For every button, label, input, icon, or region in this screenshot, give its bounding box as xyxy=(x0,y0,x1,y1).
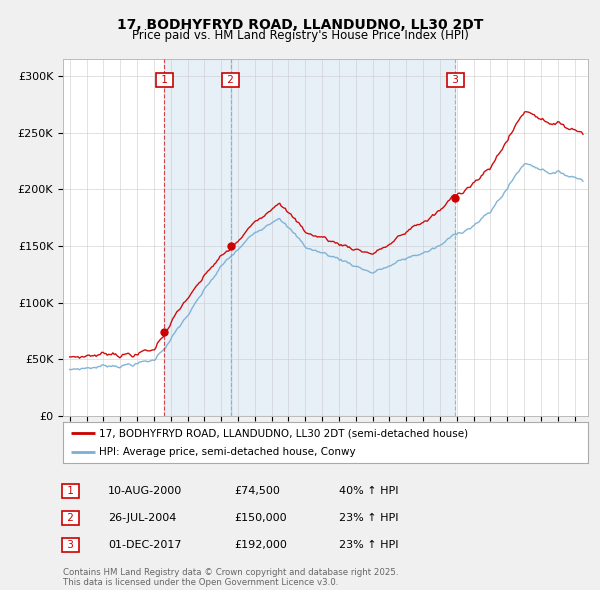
Text: 2: 2 xyxy=(224,75,237,85)
Text: 10-AUG-2000: 10-AUG-2000 xyxy=(108,486,182,496)
Text: 26-JUL-2004: 26-JUL-2004 xyxy=(108,513,176,523)
Text: 40% ↑ HPI: 40% ↑ HPI xyxy=(339,486,398,496)
Text: £74,500: £74,500 xyxy=(234,486,280,496)
Text: 17, BODHYFRYD ROAD, LLANDUDNO, LL30 2DT (semi-detached house): 17, BODHYFRYD ROAD, LLANDUDNO, LL30 2DT … xyxy=(98,428,468,438)
Text: 2: 2 xyxy=(64,513,77,523)
Text: 1: 1 xyxy=(64,486,77,496)
Text: 01-DEC-2017: 01-DEC-2017 xyxy=(108,540,182,550)
Text: HPI: Average price, semi-detached house, Conwy: HPI: Average price, semi-detached house,… xyxy=(98,447,355,457)
Text: 3: 3 xyxy=(64,540,77,550)
Text: £192,000: £192,000 xyxy=(234,540,287,550)
Bar xyxy=(164,59,230,416)
Text: 23% ↑ HPI: 23% ↑ HPI xyxy=(339,540,398,550)
Text: 17, BODHYFRYD ROAD, LLANDUDNO, LL30 2DT: 17, BODHYFRYD ROAD, LLANDUDNO, LL30 2DT xyxy=(117,18,483,32)
Text: Price paid vs. HM Land Registry's House Price Index (HPI): Price paid vs. HM Land Registry's House … xyxy=(131,30,469,42)
Text: Contains HM Land Registry data © Crown copyright and database right 2025.
This d: Contains HM Land Registry data © Crown c… xyxy=(63,568,398,587)
Text: £150,000: £150,000 xyxy=(234,513,287,523)
Text: 3: 3 xyxy=(449,75,462,85)
Text: 1: 1 xyxy=(158,75,171,85)
Text: 23% ↑ HPI: 23% ↑ HPI xyxy=(339,513,398,523)
Bar xyxy=(230,59,455,416)
